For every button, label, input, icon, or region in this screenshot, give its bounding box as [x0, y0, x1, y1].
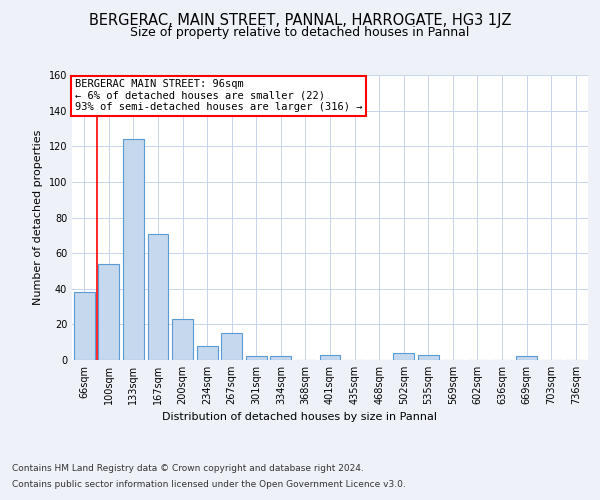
Bar	[123, 139, 144, 360]
Bar	[320, 354, 340, 360]
Bar	[221, 334, 242, 360]
Bar	[197, 346, 218, 360]
Text: Contains public sector information licensed under the Open Government Licence v3: Contains public sector information licen…	[12, 480, 406, 489]
Text: Size of property relative to detached houses in Pannal: Size of property relative to detached ho…	[130, 26, 470, 39]
Text: BERGERAC MAIN STREET: 96sqm
← 6% of detached houses are smaller (22)
93% of semi: BERGERAC MAIN STREET: 96sqm ← 6% of deta…	[74, 80, 362, 112]
Bar	[172, 319, 193, 360]
Bar	[246, 356, 267, 360]
Bar	[74, 292, 95, 360]
Bar	[98, 264, 119, 360]
Text: Contains HM Land Registry data © Crown copyright and database right 2024.: Contains HM Land Registry data © Crown c…	[12, 464, 364, 473]
Text: Distribution of detached houses by size in Pannal: Distribution of detached houses by size …	[163, 412, 437, 422]
Bar	[148, 234, 169, 360]
Bar	[271, 356, 292, 360]
Bar	[516, 356, 537, 360]
Y-axis label: Number of detached properties: Number of detached properties	[33, 130, 43, 305]
Bar	[393, 353, 414, 360]
Text: BERGERAC, MAIN STREET, PANNAL, HARROGATE, HG3 1JZ: BERGERAC, MAIN STREET, PANNAL, HARROGATE…	[89, 12, 511, 28]
Bar	[418, 354, 439, 360]
